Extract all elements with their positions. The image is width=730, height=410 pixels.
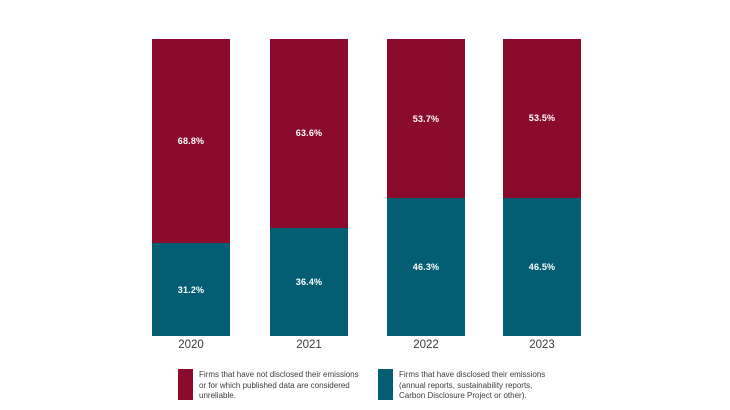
bar-segment-not-disclosed-2021: 63.6%	[270, 39, 348, 228]
legend-label-line: unreliable.	[199, 391, 236, 400]
bar-2022: 53.7% 46.3%	[387, 39, 465, 336]
bar-segment-not-disclosed-2020: 68.8%	[152, 39, 230, 244]
bar-2020: 68.8% 31.2%	[152, 39, 230, 336]
legend-label-line: Firms that have not disclosed their emis…	[199, 370, 359, 379]
legend-swatch-not-disclosed	[178, 369, 193, 400]
segment-value-label: 46.3%	[412, 262, 440, 273]
segment-value-label: 68.8%	[177, 136, 205, 147]
legend-label-disclosed: Firms that have disclosed their emission…	[399, 369, 545, 402]
bar-segment-disclosed-2021: 36.4%	[270, 227, 348, 336]
x-axis-label-2021: 2021	[296, 339, 322, 351]
bar-segment-disclosed-2023: 46.5%	[503, 197, 581, 336]
segment-value-label: 63.6%	[295, 128, 323, 139]
bar-segment-disclosed-2022: 46.3%	[387, 198, 465, 336]
legend-item-not-disclosed: Firms that have not disclosed their emis…	[178, 369, 359, 402]
legend-swatch-disclosed	[378, 369, 393, 400]
legend-label-line: (annual reports, sustainability reports,	[399, 380, 533, 390]
bar-segment-disclosed-2020: 31.2%	[152, 243, 230, 336]
bar-segment-not-disclosed-2023: 53.5%	[503, 39, 581, 198]
legend-label-not-disclosed: Firms that have not disclosed their emis…	[199, 369, 359, 402]
segment-value-label: 31.2%	[177, 284, 205, 295]
chart-area: 68.8% 31.2% 2020 63.6% 36.4% 2021 53.7% 46.3% 20…	[152, 39, 581, 351]
segment-value-label: 36.4%	[295, 276, 323, 287]
x-axis-label-2023: 2023	[529, 339, 555, 351]
legend: Firms that have not disclosed their emis…	[0, 366, 730, 406]
segment-value-label: 53.7%	[412, 113, 440, 124]
bar-2021: 63.6% 36.4%	[270, 39, 348, 336]
legend-label-line: Carbon Disclosure Project or other).	[399, 391, 527, 400]
bar-2023: 53.5% 46.5%	[503, 39, 581, 336]
legend-label-line: Firms that have disclosed their emission…	[399, 370, 546, 379]
legend-label-line: or for which published data are consider…	[199, 380, 350, 390]
x-axis-label-2020: 2020	[178, 339, 204, 351]
bar-segment-not-disclosed-2022: 53.7%	[387, 39, 465, 199]
segment-value-label: 46.5%	[528, 261, 556, 272]
x-axis-label-2022: 2022	[413, 339, 439, 351]
segment-value-label: 53.5%	[528, 113, 556, 124]
legend-item-disclosed: Firms that have disclosed their emission…	[378, 369, 545, 402]
